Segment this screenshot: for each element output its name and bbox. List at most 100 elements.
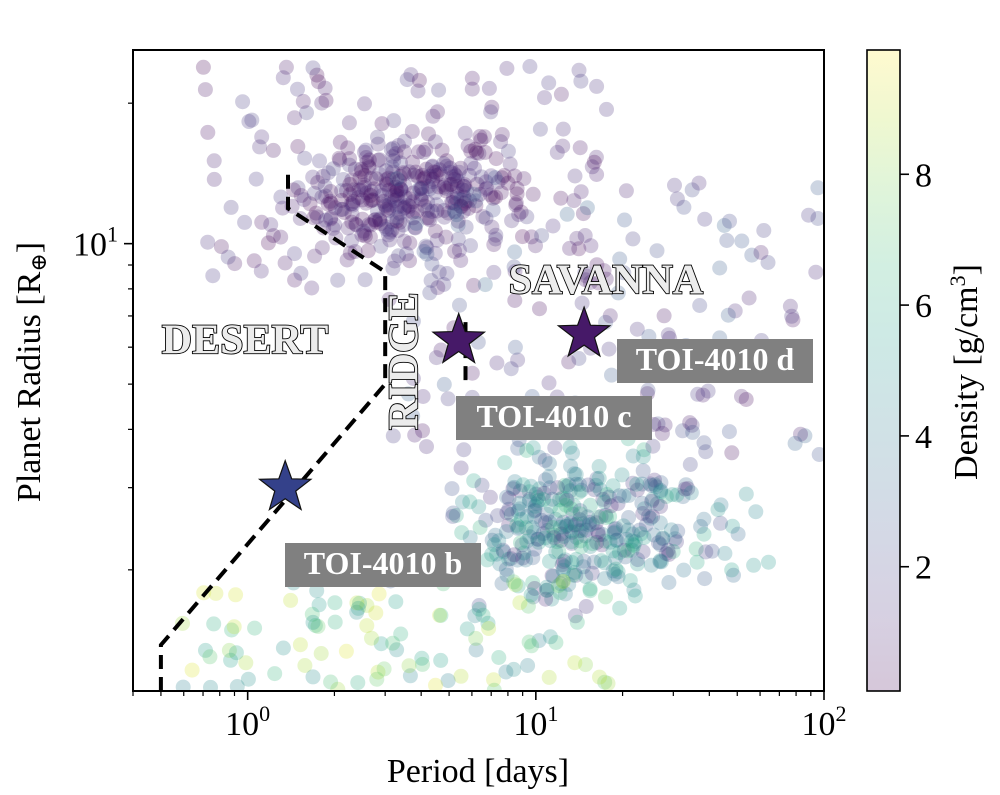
population-point <box>437 177 453 193</box>
population-point <box>596 263 612 279</box>
population-point <box>497 455 513 471</box>
population-point <box>325 161 341 177</box>
population-point <box>466 186 482 202</box>
population-point <box>295 93 311 109</box>
population-point <box>630 552 646 568</box>
population-point <box>361 160 377 176</box>
population-point <box>573 533 588 549</box>
population-point <box>525 550 541 566</box>
population-point <box>785 312 801 328</box>
population-point <box>483 187 499 203</box>
population-point <box>338 643 354 659</box>
population-point <box>596 494 612 510</box>
population-point <box>726 567 741 583</box>
population-point <box>555 490 571 506</box>
population-point <box>315 168 331 184</box>
population-point <box>523 478 539 494</box>
population-point <box>568 476 584 492</box>
population-point <box>395 217 411 233</box>
population-point <box>273 229 289 245</box>
population-point <box>399 72 415 88</box>
population-point <box>421 210 437 226</box>
population-point <box>626 582 642 598</box>
population-point <box>478 181 494 197</box>
population-point <box>424 159 440 175</box>
population-point <box>522 529 538 545</box>
population-point <box>335 172 351 187</box>
population-point <box>604 367 619 383</box>
population-point <box>370 129 385 145</box>
population-point <box>609 532 625 548</box>
population-point <box>265 142 281 158</box>
population-point <box>602 308 618 324</box>
population-point <box>727 303 743 319</box>
population-point <box>426 164 442 180</box>
population-point <box>427 134 443 150</box>
population-point <box>597 674 613 690</box>
population-point <box>582 514 597 530</box>
population-point <box>415 423 430 439</box>
population-point <box>575 559 591 575</box>
population-point <box>580 477 596 493</box>
population-point <box>598 589 613 605</box>
population-point <box>378 172 394 188</box>
population-point <box>523 587 539 603</box>
population-point <box>629 482 645 498</box>
population-point <box>408 215 424 231</box>
population-point <box>738 486 754 502</box>
population-point <box>453 198 469 214</box>
population-point <box>552 519 568 535</box>
population-point <box>356 177 372 193</box>
population-point <box>584 159 600 175</box>
population-point <box>660 542 676 558</box>
population-point <box>565 567 581 583</box>
population-point <box>647 472 662 488</box>
population-point <box>569 516 585 532</box>
population-point <box>252 139 268 155</box>
population-point <box>555 574 571 589</box>
population-point <box>320 165 336 181</box>
population-point <box>552 503 568 518</box>
population-point <box>555 562 571 578</box>
population-point <box>782 298 798 314</box>
population-point <box>376 661 392 677</box>
population-point <box>608 561 624 577</box>
population-point <box>616 265 632 281</box>
population-point <box>290 139 306 154</box>
population-point <box>378 198 394 214</box>
population-point <box>433 342 449 358</box>
population-point <box>260 235 276 251</box>
population-point <box>477 277 493 293</box>
population-point <box>496 544 512 560</box>
population-point <box>655 531 671 547</box>
population-point <box>404 124 420 139</box>
population-point <box>458 193 474 209</box>
population-point <box>653 554 669 570</box>
population-point <box>460 138 476 154</box>
population-point <box>184 662 200 678</box>
population-point <box>511 519 527 535</box>
population-point <box>581 517 597 533</box>
population-point <box>558 491 574 507</box>
population-point <box>450 213 466 229</box>
population-point <box>542 629 558 645</box>
population-point <box>476 129 492 145</box>
population-point <box>369 671 385 687</box>
population-point <box>810 211 824 226</box>
population-point <box>350 675 366 691</box>
population-point <box>462 530 478 546</box>
population-point <box>397 133 412 149</box>
population-point <box>365 192 381 208</box>
population-point <box>265 228 281 244</box>
population-point <box>389 199 405 215</box>
population-point <box>290 81 305 97</box>
population-point <box>220 249 236 265</box>
population-point <box>450 217 466 233</box>
population-point <box>541 456 557 472</box>
population-point <box>444 481 460 497</box>
population-point <box>562 483 578 499</box>
population-point <box>392 205 408 221</box>
population-point <box>567 608 583 624</box>
region-label-desert: DESERT <box>162 317 329 363</box>
population-point <box>358 142 374 158</box>
